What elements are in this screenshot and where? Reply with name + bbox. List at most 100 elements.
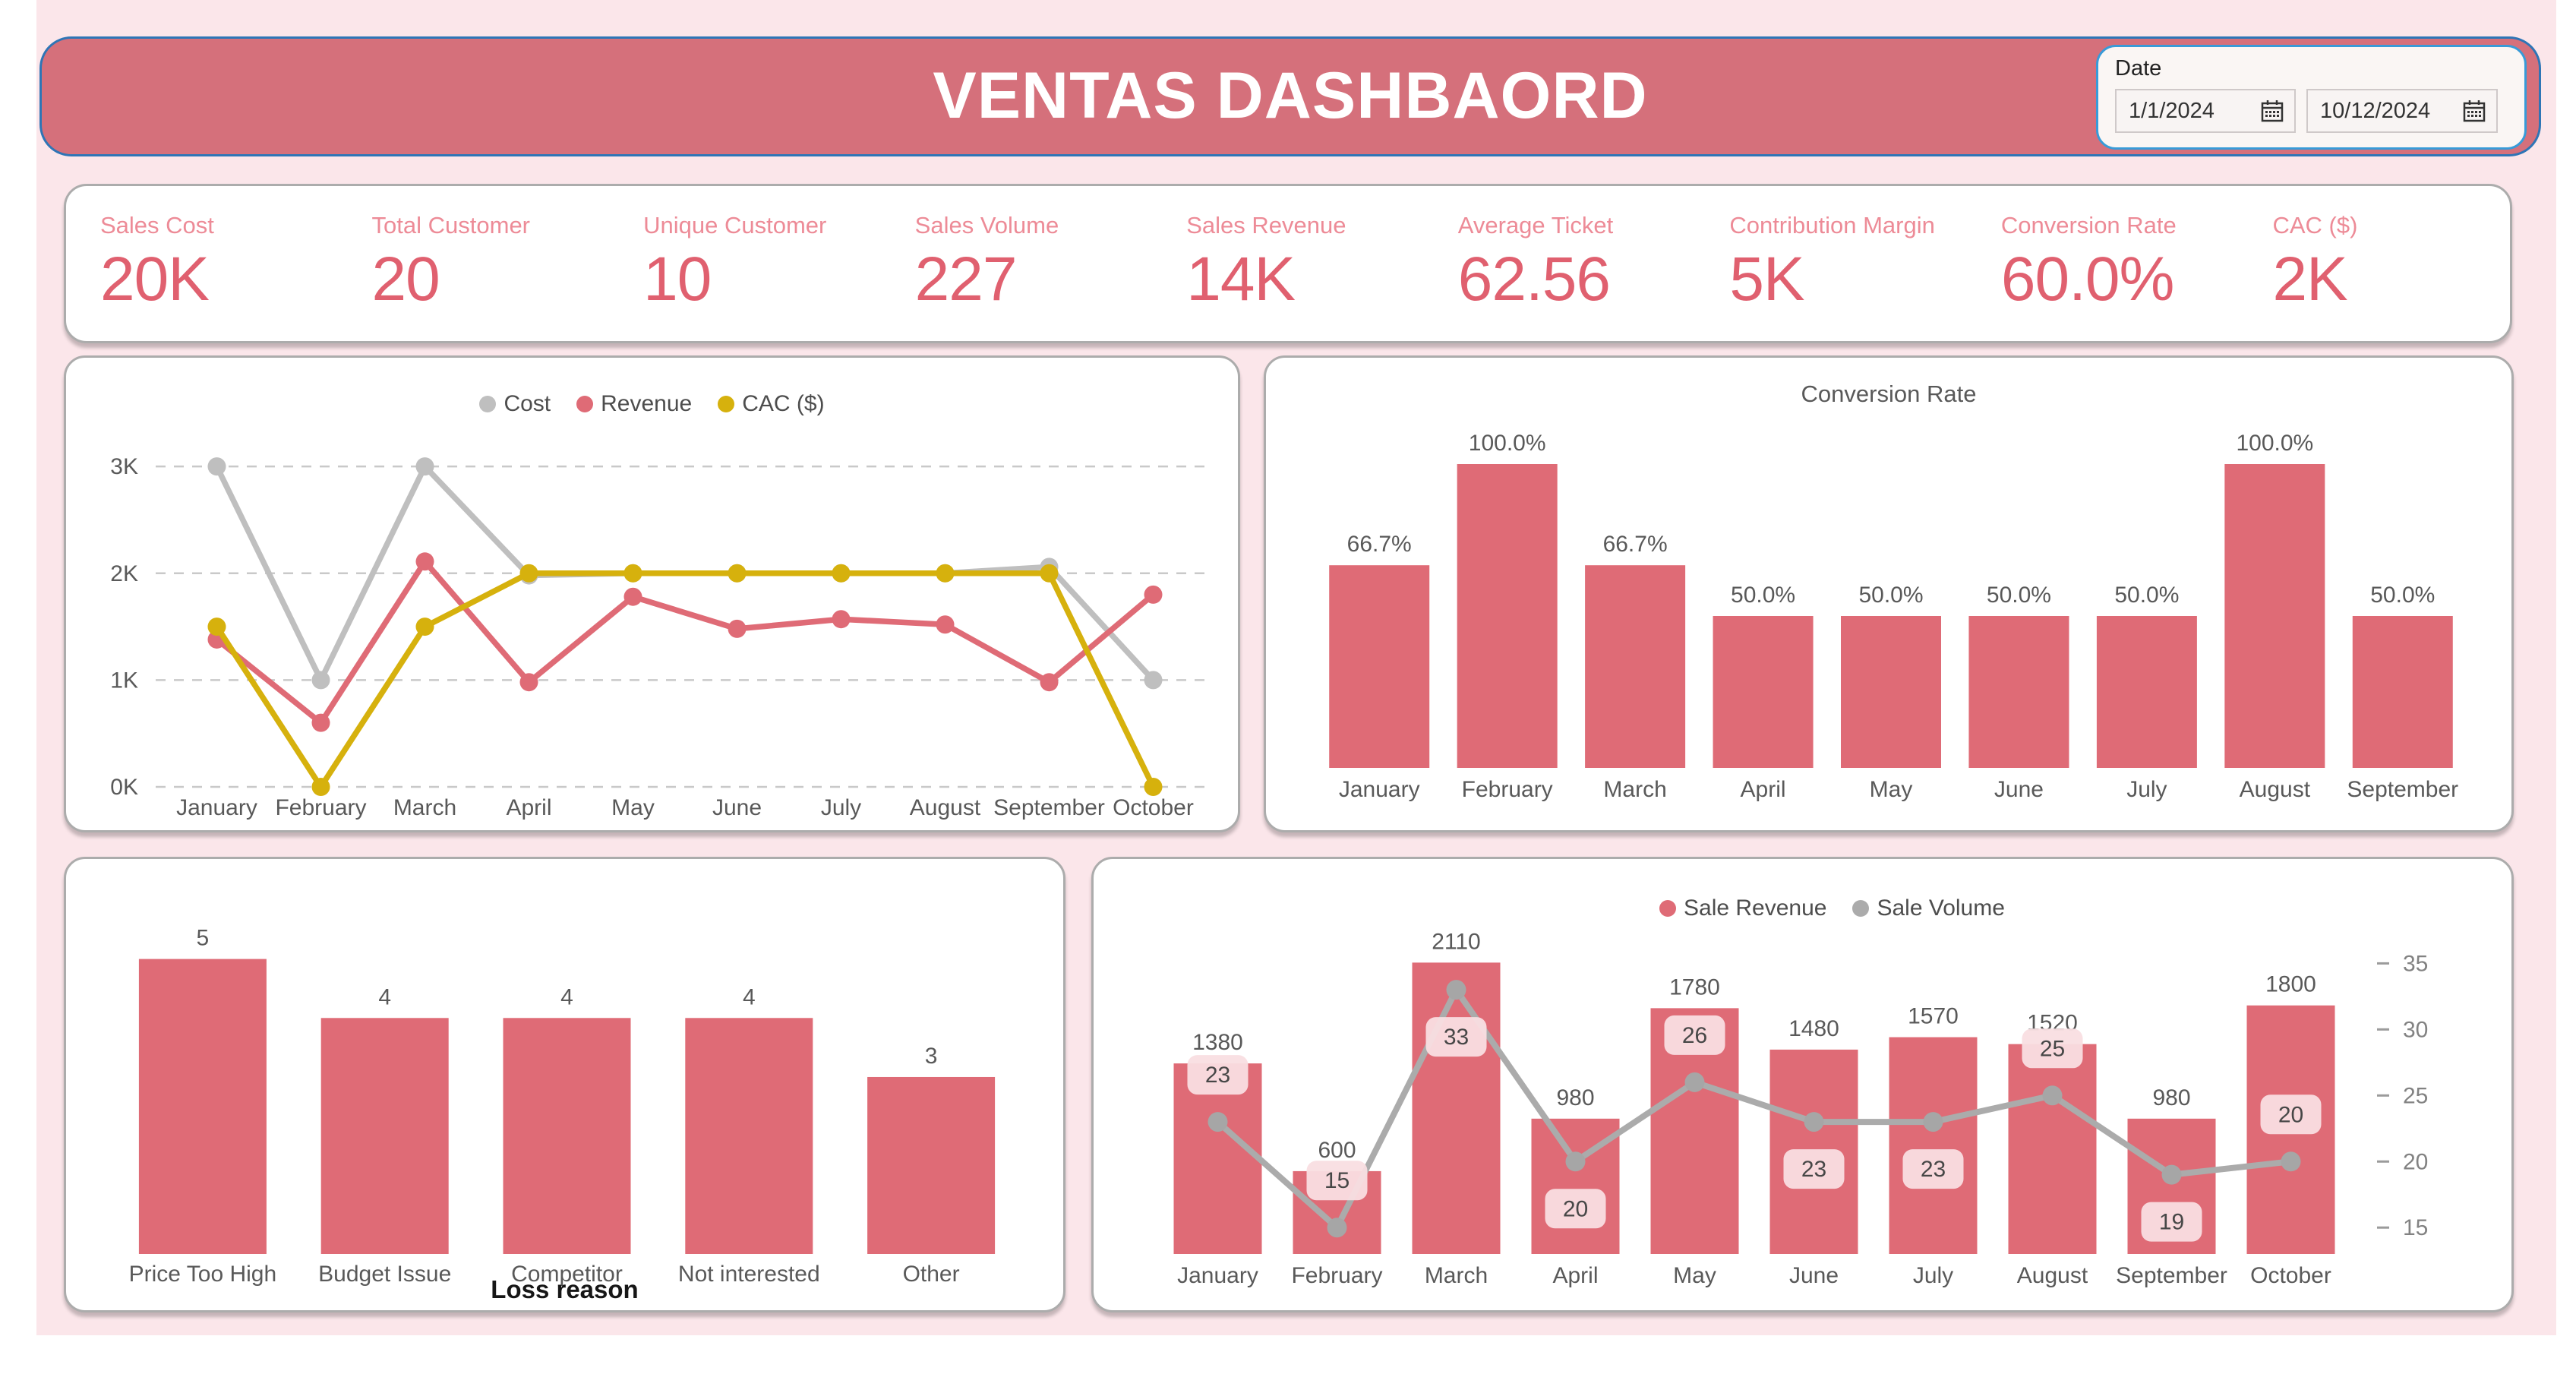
kpi-label: Average Ticket	[1457, 212, 1614, 238]
kpi-value: 227	[914, 245, 1018, 314]
bar-march[interactable]	[1585, 565, 1686, 768]
conversion-rate-panel: Conversion Rate 66.7% January 100.0% Februa…	[1264, 355, 2514, 832]
x-axis-label: April	[506, 795, 551, 820]
point-cost-march[interactable]	[415, 457, 434, 476]
x-axis-label: January	[176, 795, 257, 820]
legend-dot	[1852, 900, 1870, 917]
point-cac-september[interactable]	[1040, 564, 1059, 583]
date-start-value: 1/1/2024	[2129, 98, 2215, 123]
bar-not-interested[interactable]	[685, 1018, 813, 1254]
kpi-value: 62.56	[1457, 245, 1611, 314]
calendar-icon[interactable]	[2461, 98, 2487, 124]
bar-february[interactable]	[1457, 464, 1558, 768]
point-cost-october[interactable]	[1144, 671, 1163, 690]
bar-price-too-high[interactable]	[138, 959, 267, 1254]
legend-label: Cost	[504, 391, 551, 416]
legend-label: Sale Volume	[1877, 895, 2005, 921]
bar-march[interactable]	[1412, 962, 1501, 1254]
line-value-label: 23	[1801, 1157, 1826, 1182]
bar-june[interactable]	[1968, 616, 2069, 768]
point-revenue-august[interactable]	[936, 615, 955, 634]
point-revenue-july[interactable]	[832, 610, 851, 629]
kpi-value: 60.0%	[2000, 245, 2175, 314]
line-value-label: 15	[1324, 1168, 1350, 1193]
bar-value-label: 4	[378, 984, 391, 1009]
point-sale-volume-february[interactable]	[1327, 1218, 1347, 1238]
point-revenue-may[interactable]	[623, 587, 642, 606]
point-sale-volume-march[interactable]	[1446, 980, 1466, 1000]
x-axis-label: Competitor	[511, 1262, 623, 1287]
bar-april[interactable]	[1713, 616, 1814, 768]
bar-may[interactable]	[1841, 616, 1941, 768]
date-start-input[interactable]: 1/1/2024	[2115, 89, 2296, 133]
bar-january[interactable]	[1173, 1063, 1262, 1254]
page-title: VENTAS DASHBAORD	[933, 59, 1648, 132]
legend-item-sale-volume[interactable]: Sale Volume	[1852, 895, 2005, 921]
conversion-rate-chart: 66.7% January 100.0% February 66.7% March 50.0…	[1329, 431, 2458, 802]
legend-item-cost[interactable]: Cost	[479, 391, 551, 417]
legend-dot	[718, 396, 735, 412]
point-cac-april[interactable]	[519, 564, 538, 583]
point-sale-volume-july[interactable]	[1923, 1112, 1943, 1132]
x-axis-label: August	[2017, 1263, 2088, 1288]
point-sale-volume-august[interactable]	[2042, 1085, 2063, 1106]
x-axis-label: March	[1425, 1263, 1488, 1288]
bar-january[interactable]	[1329, 565, 1430, 768]
calendar-icon[interactable]	[2259, 98, 2285, 124]
point-cac-july[interactable]	[832, 564, 851, 583]
point-cac-august[interactable]	[936, 564, 955, 583]
bar-other[interactable]	[867, 1076, 996, 1254]
bar-budget-issue[interactable]	[320, 1018, 449, 1254]
legend-item-revenue[interactable]: Revenue	[576, 391, 692, 417]
point-sale-volume-september[interactable]	[2161, 1164, 2182, 1185]
point-cac-march[interactable]	[415, 618, 434, 636]
point-cost-january[interactable]	[207, 457, 226, 476]
point-revenue-march[interactable]	[415, 552, 434, 571]
series-line-sale-volume	[1214, 987, 2294, 1231]
legend-item-sale-revenue[interactable]: Sale Revenue	[1659, 895, 1826, 921]
right-axis-tick: 20	[2403, 1149, 2428, 1174]
bar-value-label: 2110	[1432, 929, 1481, 954]
bar-august[interactable]	[2224, 464, 2325, 768]
combo-chart-legend: Sale Revenue Sale Volume	[1659, 895, 2005, 921]
point-cac-may[interactable]	[623, 564, 642, 583]
point-sale-volume-june[interactable]	[1804, 1112, 1824, 1132]
x-axis-label: Other	[903, 1262, 960, 1287]
point-sale-volume-may[interactable]	[1684, 1072, 1705, 1092]
line-value-label: 25	[2040, 1036, 2065, 1061]
kpi-sales-revenue: Sales Revenue 14K	[1152, 212, 1424, 341]
legend-dot	[576, 396, 594, 412]
point-revenue-april[interactable]	[519, 673, 538, 692]
point-sale-volume-april[interactable]	[1565, 1151, 1586, 1172]
conversion-rate-title: Conversion Rate	[1801, 381, 1977, 407]
x-axis-label: March	[1603, 777, 1666, 802]
right-axis-tick: 15	[2403, 1215, 2428, 1240]
bar-july[interactable]	[1889, 1037, 1978, 1254]
point-revenue-june[interactable]	[728, 619, 747, 638]
point-cac-january[interactable]	[207, 618, 226, 636]
legend-dot	[479, 396, 497, 412]
point-cac-october[interactable]	[1144, 778, 1163, 796]
x-axis-label: April	[1741, 777, 1786, 802]
x-axis-label: September	[993, 795, 1105, 820]
legend-label: CAC ($)	[742, 391, 825, 416]
point-revenue-october[interactable]	[1144, 585, 1163, 604]
point-sale-volume-october[interactable]	[2281, 1151, 2301, 1172]
point-revenue-february[interactable]	[311, 713, 330, 732]
bar-competitor[interactable]	[503, 1018, 631, 1254]
bar-august[interactable]	[2008, 1044, 2097, 1254]
kpi-conversion-rate: Conversion Rate 60.0%	[1967, 212, 2239, 341]
bar-value-label: 100.0%	[1469, 431, 1546, 456]
bar-july[interactable]	[2096, 616, 2197, 768]
point-revenue-september[interactable]	[1040, 673, 1059, 692]
bar-september[interactable]	[2352, 616, 2453, 768]
legend-item-cac[interactable]: CAC ($)	[718, 391, 825, 417]
point-cac-february[interactable]	[311, 778, 330, 796]
point-cost-february[interactable]	[311, 671, 330, 690]
date-end-input[interactable]: 10/12/2024	[2306, 89, 2498, 133]
point-sale-volume-january[interactable]	[1208, 1112, 1228, 1132]
kpi-label: Sales Volume	[914, 212, 1059, 238]
point-cac-june[interactable]	[728, 564, 747, 583]
loss-reason-axis-title: Loss reason	[491, 1275, 639, 1303]
kpi-sales-cost: Sales Cost 20K	[66, 212, 338, 341]
